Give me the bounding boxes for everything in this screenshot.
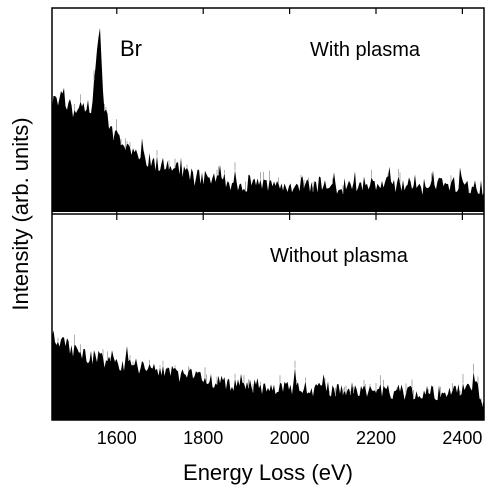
spectrum-fill [52, 330, 484, 420]
x-tick-label: 1800 [183, 428, 223, 448]
x-tick-label: 2000 [270, 428, 310, 448]
x-tick-label: 1600 [97, 428, 137, 448]
with-plasma-label: With plasma [310, 39, 421, 61]
without-plasma-spectrum [51, 328, 484, 420]
x-tick-label: 2400 [442, 428, 482, 448]
without-plasma-label: Without plasma [270, 245, 409, 267]
spectrum-fill [52, 27, 484, 212]
with-plasma-spectrum [52, 27, 484, 212]
x-tick-label: 2200 [356, 428, 396, 448]
y-axis-label: Intensity (arb. units) [8, 117, 33, 310]
x-axis-ticks: 1600 1800 2000 2200 2400 [73, 8, 482, 448]
x-axis-label: Energy Loss (eV) [183, 460, 353, 485]
br-peak-label: Br [120, 36, 142, 61]
